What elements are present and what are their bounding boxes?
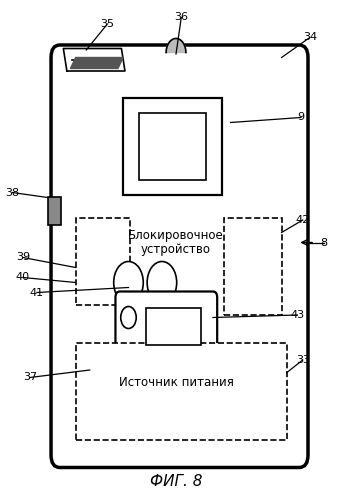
Text: Блокировочное
устройство: Блокировочное устройство — [128, 228, 224, 256]
Bar — [123, 98, 222, 195]
Text: 41: 41 — [30, 288, 44, 298]
Text: 39: 39 — [16, 252, 30, 262]
Bar — [224, 218, 282, 315]
FancyBboxPatch shape — [51, 45, 308, 468]
Circle shape — [114, 262, 143, 304]
Text: Источник питания: Источник питания — [119, 376, 233, 389]
FancyBboxPatch shape — [115, 292, 217, 361]
Text: 37: 37 — [23, 372, 37, 382]
Polygon shape — [70, 58, 123, 68]
Text: ФИГ. 8: ФИГ. 8 — [150, 474, 202, 488]
Text: 36: 36 — [174, 12, 188, 22]
Circle shape — [121, 306, 136, 328]
Bar — [48, 198, 61, 225]
Polygon shape — [166, 38, 186, 52]
Text: 42: 42 — [296, 215, 310, 225]
Bar — [76, 218, 130, 305]
Text: 34: 34 — [303, 32, 317, 42]
Text: 8: 8 — [320, 238, 327, 248]
Text: 33: 33 — [296, 355, 310, 365]
Bar — [76, 342, 287, 440]
Circle shape — [147, 262, 177, 304]
Bar — [139, 112, 206, 180]
Text: 35: 35 — [100, 19, 114, 29]
Text: 40: 40 — [16, 272, 30, 282]
Text: 9: 9 — [297, 112, 304, 122]
Text: 38: 38 — [5, 188, 19, 198]
Bar — [146, 308, 201, 345]
Polygon shape — [63, 48, 125, 71]
Text: 43: 43 — [290, 310, 304, 320]
